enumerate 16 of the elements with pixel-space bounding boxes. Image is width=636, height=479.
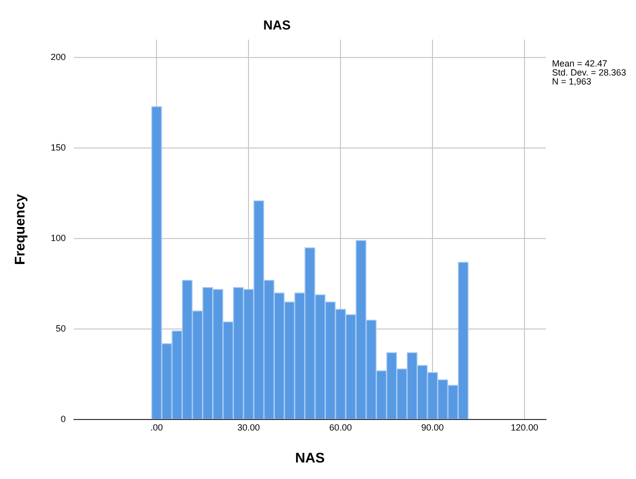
text: Mean = 42.47 (552, 58, 608, 69)
x-tick-label: .00 (150, 422, 163, 432)
y-tick-label: 150 (50, 142, 66, 153)
x-tick-label: 120.00 (510, 422, 538, 432)
chart-title: NAS (263, 17, 292, 32)
y-tick-label: 200 (50, 52, 66, 62)
y-tick-label: 50 (56, 323, 66, 334)
y-tick-label: 0 (60, 414, 66, 424)
x-tick-label: 90.00 (421, 422, 444, 432)
x-tick-label: 30.00 (237, 422, 260, 432)
text: N = 1,963 (552, 76, 592, 87)
x-axis-title: NAS (295, 449, 325, 466)
x-tick-label: 60.00 (329, 422, 352, 432)
y-tick-label: 100 (50, 233, 66, 244)
y-axis-title: Frequency (11, 194, 28, 265)
text: Std. Dev. = 28.363 (552, 68, 626, 78)
